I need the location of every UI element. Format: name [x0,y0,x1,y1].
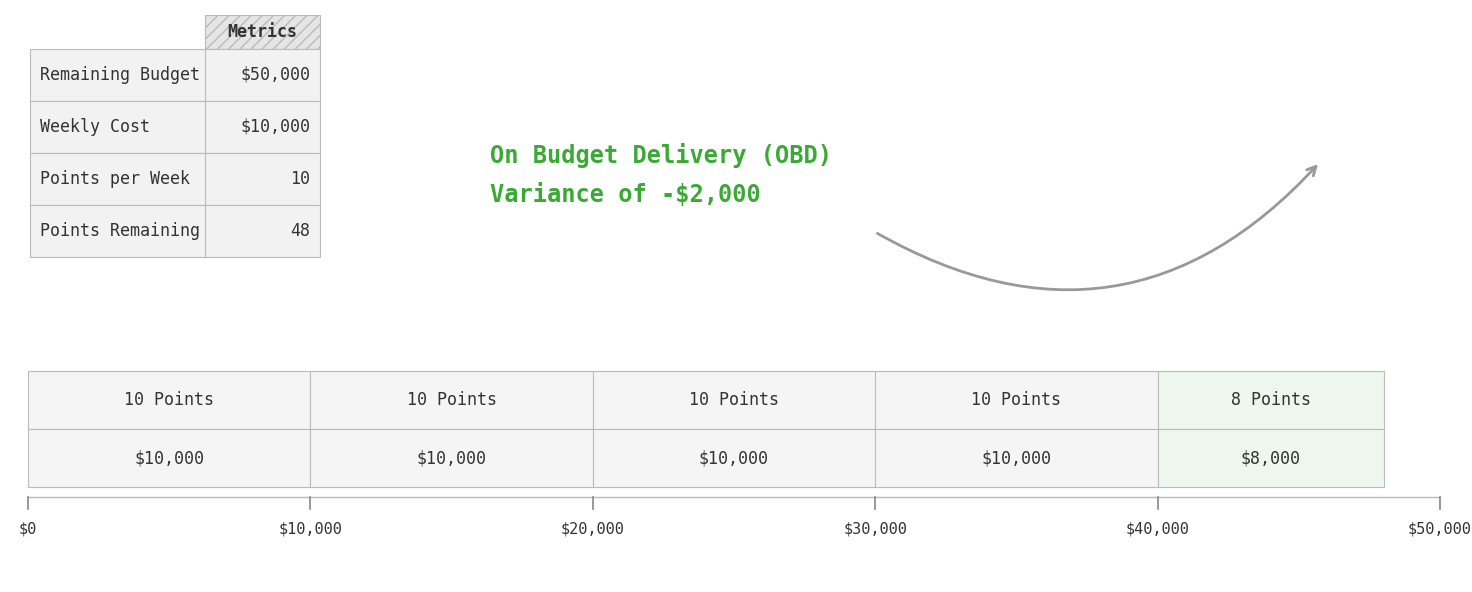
Text: $10,000: $10,000 [417,449,487,467]
Bar [876,371,1157,429]
Text: $50,000: $50,000 [240,66,311,84]
Bar [28,371,311,429]
Text: $40,000: $40,000 [1126,521,1189,536]
Text: Remaining Budget: Remaining Budget [40,66,200,84]
Bar [593,429,876,487]
Bar [28,429,311,487]
Text: 10 Points: 10 Points [124,391,215,409]
Bar [876,429,1157,487]
Text: Metrics: Metrics [228,23,297,41]
Text: Points per Week: Points per Week [40,170,190,188]
Text: Weekly Cost: Weekly Cost [40,118,150,136]
Text: 10 Points: 10 Points [406,391,496,409]
Text: 10 Points: 10 Points [972,391,1061,409]
Text: $50,000: $50,000 [1409,521,1472,536]
Text: 10: 10 [290,170,311,188]
Text: $30,000: $30,000 [843,521,907,536]
Text: $10,000: $10,000 [982,449,1051,467]
Bar [29,49,319,101]
Bar [311,371,593,429]
Text: 8 Points: 8 Points [1231,391,1310,409]
Bar [205,15,319,49]
Text: $10,000: $10,000 [240,118,311,136]
Text: Points Remaining: Points Remaining [40,222,200,240]
Bar [29,101,319,153]
Text: 48: 48 [290,222,311,240]
Text: Variance of -$2,000: Variance of -$2,000 [490,183,761,207]
Text: $10,000: $10,000 [134,449,205,467]
FancyArrowPatch shape [877,166,1316,290]
Bar [1157,371,1384,429]
Text: $10,000: $10,000 [699,449,768,467]
Bar [593,371,876,429]
Text: $10,000: $10,000 [278,521,343,536]
Bar [311,429,593,487]
Text: $20,000: $20,000 [561,521,624,536]
Bar [1157,429,1384,487]
Text: On Budget Delivery (OBD): On Budget Delivery (OBD) [490,143,832,168]
Text: $8,000: $8,000 [1241,449,1301,467]
Bar [29,205,319,257]
Text: $0: $0 [19,521,37,536]
Text: 10 Points: 10 Points [689,391,779,409]
Bar [29,153,319,205]
